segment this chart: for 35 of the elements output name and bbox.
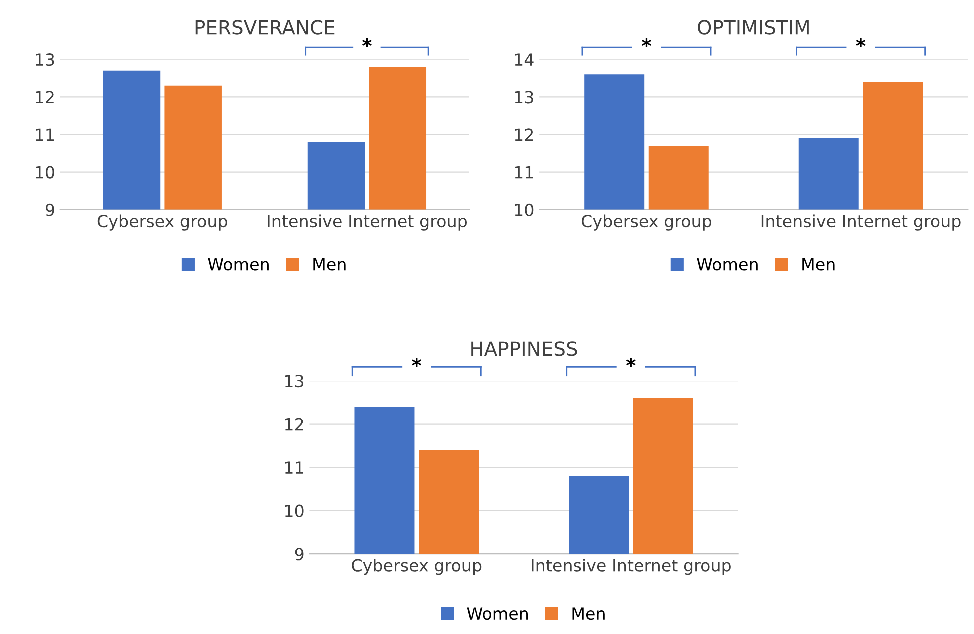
text: * (642, 38, 652, 48)
chart-title: PERSVERANCE (196, 20, 335, 35)
y-tick-label: 13 (285, 374, 304, 388)
legend-label: Men (572, 608, 605, 620)
x-tick-label: Cybersex group (352, 558, 482, 576)
x-tick-label: Intensive Internet group (268, 214, 468, 231)
legend-label: Women (697, 258, 758, 271)
legend-label: Men (802, 258, 835, 271)
y-tick-label: 14 (515, 54, 534, 66)
y-tick-label: 11 (515, 166, 534, 179)
text: * (626, 358, 636, 368)
legend-label: Women (208, 258, 269, 271)
text: * (856, 38, 866, 48)
y-tick-label: 13 (36, 54, 54, 66)
y-tick-label: 13 (515, 91, 534, 104)
text: * (362, 38, 372, 48)
y-tick-label: 9 (46, 204, 54, 216)
y-tick-label: 11 (285, 462, 304, 474)
y-tick-label: 12 (36, 91, 54, 104)
x-tick-label: Intensive Internet group (532, 558, 731, 576)
text: * (412, 358, 422, 368)
legend-label: Men (314, 258, 346, 271)
y-tick-label: 9 (295, 548, 304, 561)
y-tick-label: 10 (36, 166, 54, 179)
chart-title: OPTIMISTIM (698, 20, 809, 35)
x-tick-label: Cybersex group (582, 214, 712, 231)
legend-label: Women (467, 608, 528, 620)
x-tick-label: Cybersex group (98, 214, 228, 231)
y-tick-label: 10 (285, 504, 304, 518)
chart-title: HAPPINESS (472, 342, 578, 356)
y-tick-label: 11 (36, 128, 54, 142)
y-tick-label: 12 (285, 418, 304, 431)
y-tick-label: 10 (515, 204, 534, 216)
x-tick-label: Intensive Internet group (762, 214, 961, 231)
y-tick-label: 12 (515, 128, 534, 142)
